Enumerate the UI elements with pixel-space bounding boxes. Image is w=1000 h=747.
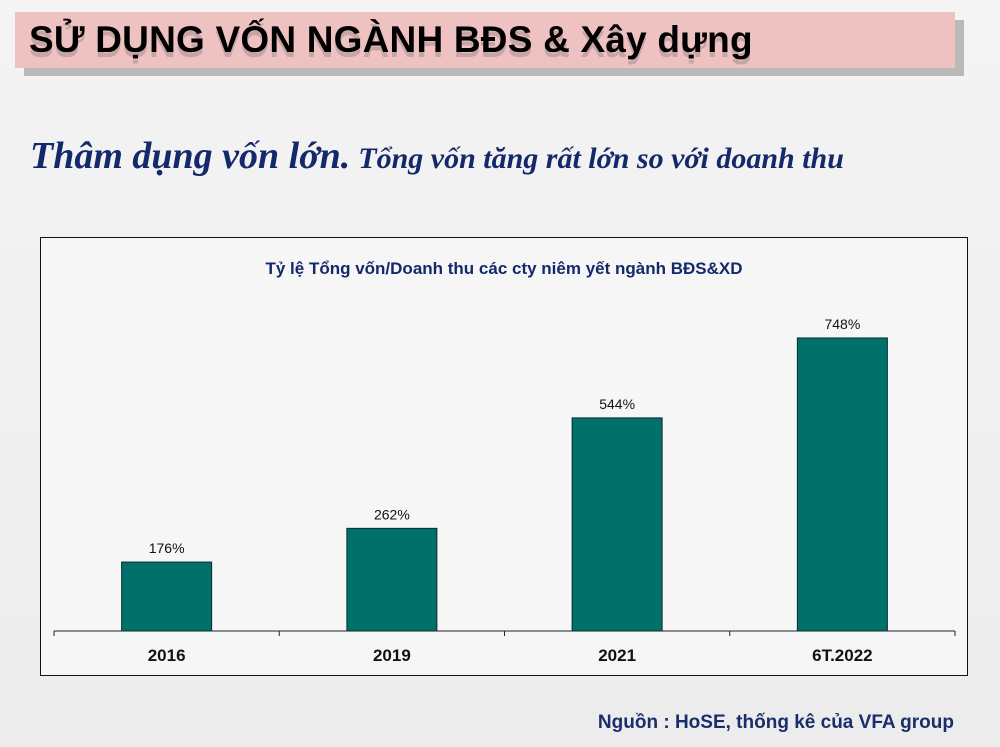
x-tick-label: 2019 (373, 646, 411, 665)
slide-title: SỬ DỤNG VỐN NGÀNH BĐS & Xây dựng (29, 19, 753, 60)
slide-subtitle: Thâm dụng vốn lớn. Tổng vốn tăng rất lớn … (30, 134, 844, 178)
data-label: 262% (374, 506, 410, 522)
chart-frame: Tỷ lệ Tổng vốn/Doanh thu các cty niêm yế… (40, 237, 968, 676)
chart-title: Tỷ lệ Tổng vốn/Doanh thu các cty niêm yế… (265, 259, 742, 278)
bar-2021 (571, 417, 663, 632)
bar-2019 (346, 527, 438, 632)
subtitle-main: Thâm dụng vốn lớn. (30, 135, 351, 177)
title-bar: SỬ DỤNG VỐN NGÀNH BĐS & Xây dựng (15, 12, 955, 68)
data-label: 544% (599, 396, 635, 412)
subtitle-rest: Tổng vốn tăng rất lớn so với doanh thu (358, 142, 844, 175)
data-label: 176% (149, 540, 185, 556)
bar-6T.2022 (796, 337, 888, 632)
x-tick-label: 2016 (148, 646, 186, 665)
source-note: Nguồn : HoSE, thống kê của VFA group (597, 712, 954, 733)
x-tick-label: 6T.2022 (812, 646, 873, 665)
bar-2016 (121, 561, 213, 632)
bar-chart: Tỷ lệ Tổng vốn/Doanh thu các cty niêm yế… (53, 259, 956, 665)
bars-layer: 176% 2016 262% 2019 544% 2021 748% 6T.2022 (53, 316, 956, 665)
x-tick-label: 2021 (598, 646, 636, 665)
data-label: 748% (824, 316, 860, 332)
